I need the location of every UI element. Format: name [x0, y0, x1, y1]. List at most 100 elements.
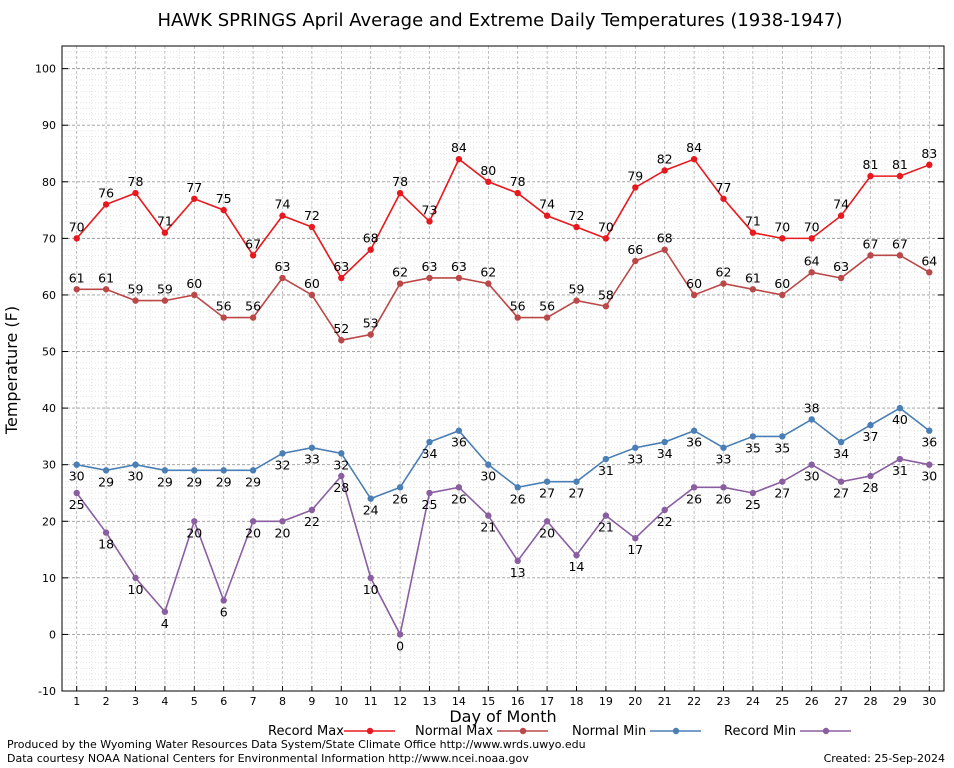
x-tick-label: 2: [103, 695, 110, 708]
point-normal-max: [132, 297, 139, 304]
x-tick-label: 27: [834, 695, 848, 708]
data-label-record-max: 75: [216, 191, 232, 206]
point-record-max: [249, 252, 257, 259]
point-normal-max: [749, 286, 757, 293]
data-label-record-min: 30: [804, 469, 820, 484]
x-tick-label: 16: [511, 695, 525, 708]
point-normal-max: [249, 314, 257, 321]
point-normal-min: [308, 444, 316, 451]
data-label-record-min: 21: [598, 520, 614, 535]
point-normal-min: [749, 433, 757, 440]
point-record-min: [896, 455, 904, 463]
data-label-normal-max: 60: [186, 276, 202, 291]
legend-item-normal-min: Normal Min: [572, 724, 701, 739]
data-label-normal-max: 53: [363, 316, 379, 331]
point-normal-min: [867, 421, 874, 429]
data-label-record-min: 22: [304, 514, 320, 529]
series-line-record-max: [76, 157, 930, 280]
data-label-normal-min: 34: [657, 446, 673, 461]
x-tick-label: 23: [717, 695, 731, 708]
point-normal-min: [514, 484, 521, 491]
data-label-record-max: 76: [98, 185, 114, 200]
point-record-min: [161, 608, 169, 615]
point-record-min: [543, 518, 551, 525]
point-record-max: [690, 155, 698, 163]
x-tick-label: 25: [775, 695, 789, 708]
data-label-record-max: 84: [686, 140, 702, 155]
point-normal-max: [661, 246, 668, 253]
data-label-normal-max: 60: [304, 276, 320, 291]
data-label-normal-min: 33: [716, 452, 732, 467]
x-tick-label: 26: [805, 695, 819, 708]
point-record-min: [690, 484, 698, 491]
point-record-max: [220, 206, 227, 214]
data-label-record-max: 74: [833, 197, 849, 212]
data-label-record-min: 28: [863, 480, 879, 495]
point-normal-max: [102, 286, 110, 293]
point-normal-min: [573, 478, 580, 485]
point-normal-min: [249, 467, 257, 474]
data-label-normal-min: 24: [363, 503, 379, 518]
point-record-min: [455, 484, 463, 491]
data-label-record-min: 4: [161, 616, 169, 631]
point-record-min: [191, 518, 198, 525]
point-normal-max: [161, 297, 169, 304]
y-tick-label: 100: [35, 63, 56, 76]
y-tick-label: 0: [49, 628, 56, 641]
point-normal-min: [632, 444, 639, 451]
data-label-record-max: 74: [275, 197, 291, 212]
y-tick-label: -10: [38, 685, 56, 698]
point-record-max: [485, 178, 492, 185]
x-tick-label: 20: [628, 695, 642, 708]
x-tick-label: 10: [334, 695, 348, 708]
point-normal-min: [543, 478, 551, 485]
data-label-record-max: 82: [657, 151, 673, 166]
x-tick-label: 9: [308, 695, 315, 708]
data-label-record-min: 27: [774, 486, 790, 501]
x-tick-label: 14: [452, 695, 466, 708]
point-normal-max: [73, 286, 80, 293]
point-record-min: [308, 506, 316, 514]
point-record-min: [867, 472, 874, 480]
point-normal-max: [632, 257, 639, 265]
data-label-normal-max: 60: [686, 276, 702, 291]
legend-marker-record-max: [366, 727, 374, 735]
point-normal-max: [191, 291, 198, 299]
data-label-record-min: 20: [539, 525, 555, 540]
point-normal-max: [779, 291, 786, 299]
data-label-record-max: 70: [774, 219, 790, 234]
data-label-normal-min: 37: [863, 429, 879, 444]
data-label-record-min: 13: [510, 565, 526, 580]
point-record-max: [308, 223, 316, 231]
point-record-min: [396, 631, 404, 638]
y-tick-label: 10: [42, 572, 56, 585]
data-label-normal-min: 26: [392, 491, 408, 506]
point-normal-min: [426, 438, 433, 446]
point-normal-max: [514, 314, 521, 321]
data-label-record-min: 26: [716, 491, 732, 506]
x-tick-label: 8: [279, 695, 286, 708]
legend-item-normal-max: Normal Max: [415, 724, 548, 739]
point-record-min: [367, 574, 374, 582]
data-label-normal-max: 63: [275, 259, 291, 274]
point-record-min: [573, 552, 580, 559]
footer-data-courtesy: Data courtesy NOAA National Centers for …: [7, 752, 529, 765]
point-record-min: [779, 478, 786, 485]
point-record-min: [220, 597, 227, 604]
series-line-normal-min: [76, 407, 930, 500]
data-label-record-max: 72: [304, 208, 320, 223]
point-record-min: [632, 535, 639, 542]
legend-marker-normal-min: [672, 727, 680, 735]
point-normal-max: [485, 280, 492, 287]
point-normal-min: [455, 427, 463, 434]
data-label-normal-max: 61: [98, 270, 114, 285]
point-record-max: [132, 189, 139, 197]
point-record-max: [543, 212, 551, 219]
point-record-max: [720, 195, 727, 202]
data-label-record-max: 79: [627, 168, 643, 183]
point-record-min: [338, 472, 345, 480]
data-label-record-min: 27: [833, 486, 849, 501]
data-label-record-min: 14: [569, 559, 585, 574]
y-tick-label: 70: [42, 232, 56, 245]
data-label-normal-max: 62: [480, 265, 496, 280]
